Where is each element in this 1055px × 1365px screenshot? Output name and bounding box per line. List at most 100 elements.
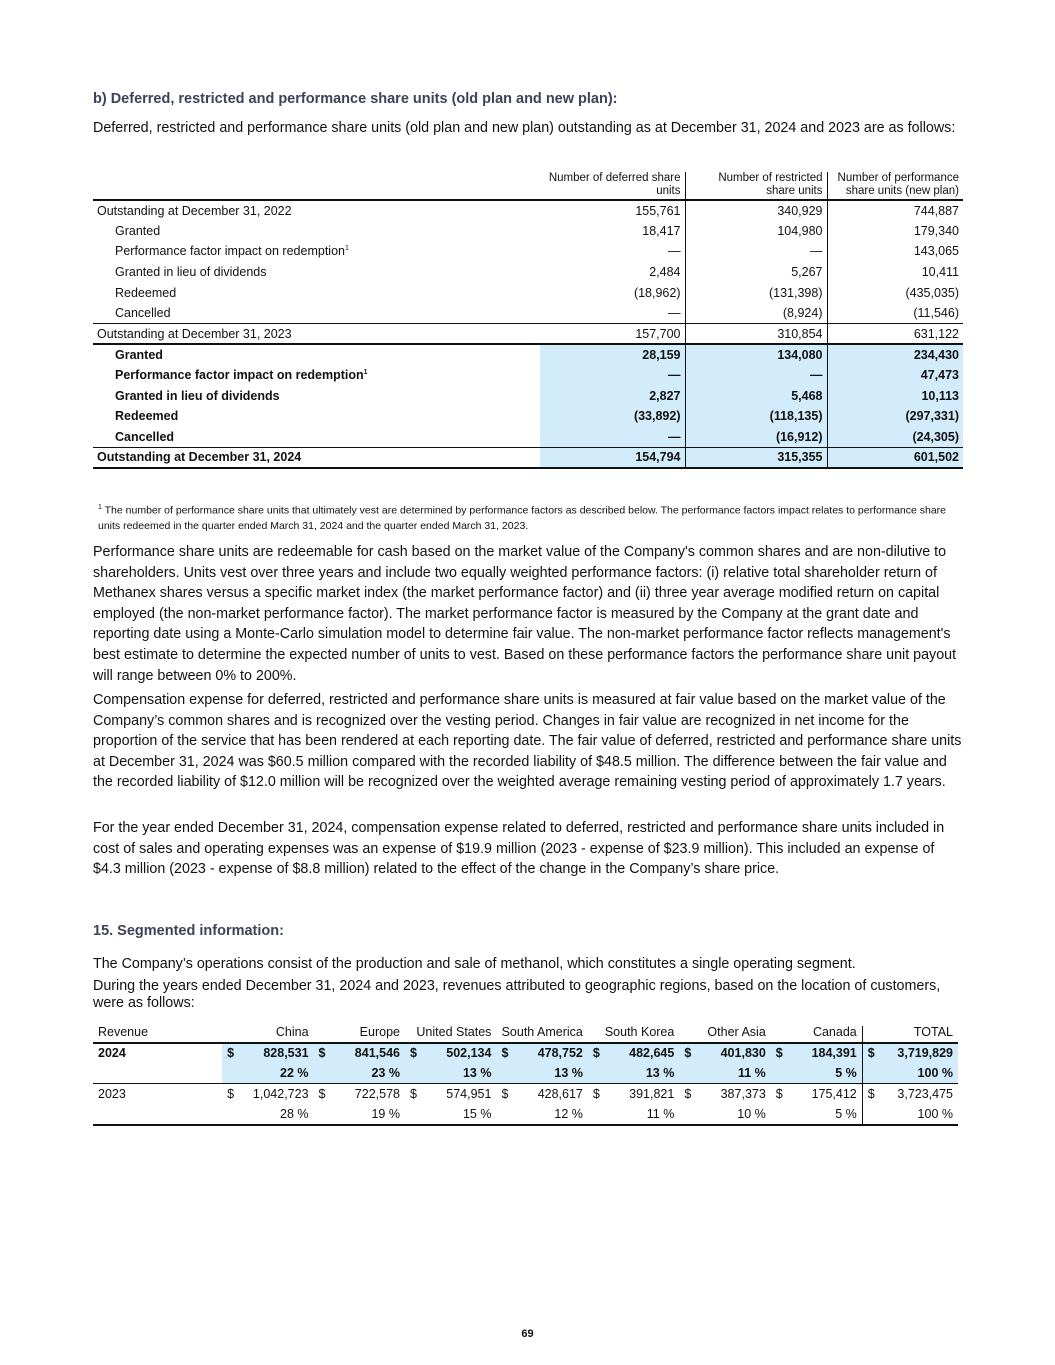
col-restricted: Number of restricted share units bbox=[684, 172, 827, 201]
cell-value: — bbox=[684, 241, 827, 262]
cell-percent: 10 % bbox=[737, 1106, 766, 1121]
row-label: Redeemed bbox=[93, 282, 540, 303]
currency-symbol: $ bbox=[496, 1042, 515, 1063]
currency-symbol: $ bbox=[227, 1087, 235, 1101]
cell-percent: 5 % bbox=[770, 1063, 863, 1084]
row-label-text: Granted in lieu of dividends bbox=[115, 388, 280, 403]
spacer bbox=[93, 1063, 222, 1084]
row-label-text: Performance factor impact on redemption bbox=[115, 368, 364, 383]
cell-value: 175,412 bbox=[811, 1087, 857, 1101]
row-label: Cancelled bbox=[93, 427, 540, 448]
row-label: Granted bbox=[93, 221, 540, 242]
row-label: Granted in lieu of dividends bbox=[93, 262, 540, 283]
cell-value: 340,929 bbox=[684, 200, 827, 221]
row-label: Granted in lieu of dividends bbox=[93, 385, 540, 406]
footnote-ref: 1 bbox=[363, 368, 368, 376]
cell-value: (297,331) bbox=[826, 405, 963, 427]
paragraph: Compensation expense for deferred, restr… bbox=[93, 692, 962, 791]
table-row: 2023 $1,042,723 $722,578 $574,951 $428,617 $3… bbox=[93, 1083, 958, 1104]
row-label: Outstanding at December 31, 2024 bbox=[93, 447, 540, 468]
row-label: Redeemed bbox=[93, 406, 540, 427]
cell-value: (18,962) bbox=[633, 285, 681, 300]
col-header: South America bbox=[496, 1025, 588, 1044]
cell-percent: 100 % bbox=[861, 1063, 958, 1084]
col-header: Europe bbox=[313, 1025, 405, 1044]
currency-symbol: $ bbox=[861, 1083, 881, 1104]
cell-value: 3,723,475 bbox=[897, 1087, 953, 1101]
cell-percent: 22 % bbox=[222, 1063, 314, 1084]
cell-value: 310,854 bbox=[684, 323, 827, 345]
cell-value: — bbox=[684, 364, 827, 386]
cell-value: 428,617 bbox=[537, 1087, 583, 1101]
page-number: 69 bbox=[521, 1328, 534, 1340]
cell-value: 315,355 bbox=[684, 447, 827, 468]
row-label-text: Redeemed bbox=[115, 285, 177, 300]
row-label-text: Cancelled bbox=[115, 429, 175, 444]
cell-value: 574,951 bbox=[446, 1087, 492, 1101]
currency-symbol: $ bbox=[404, 1042, 424, 1063]
cell-percent: 13 % bbox=[404, 1063, 497, 1084]
col-header: Canada bbox=[770, 1025, 863, 1044]
share-units-table: Number of deferred share units Number of… bbox=[93, 172, 963, 469]
currency-symbol: $ bbox=[684, 1087, 692, 1101]
cell-percent: 11 % bbox=[679, 1063, 771, 1084]
cell-percent: 13 % bbox=[496, 1063, 588, 1084]
cell-value: 154,794 bbox=[540, 447, 685, 468]
table-row: Granted in lieu of dividends 2,827 5,468 10… bbox=[93, 385, 963, 406]
cell-value: 744,887 bbox=[826, 200, 963, 221]
footnote-ref: 1 bbox=[344, 245, 349, 253]
section-15-heading: 15. Segmented information: bbox=[93, 923, 284, 939]
cell-value: 3,719,829 bbox=[880, 1042, 958, 1063]
col-performance: Number of performance share units (new p… bbox=[826, 172, 963, 201]
row-label: Outstanding at December 31, 2023 bbox=[93, 324, 540, 345]
cell-value: — bbox=[668, 306, 681, 321]
cell-value: 828,531 bbox=[240, 1042, 314, 1063]
table-row: Redeemed (33,892) (118,135) (297,331) bbox=[93, 405, 963, 427]
col-header: TOTAL bbox=[861, 1025, 958, 1044]
cell-value: 631,122 bbox=[826, 323, 963, 345]
table-row-percent: 28 % 19 % 15 % 12 % 11 % 10 % 5 % 100 % bbox=[93, 1104, 958, 1125]
year-label: 2023 bbox=[98, 1087, 126, 1101]
row-label: Cancelled bbox=[93, 303, 540, 324]
cell-percent: 5 % bbox=[835, 1106, 857, 1121]
cell-value: 18,417 bbox=[642, 223, 681, 238]
currency-symbol: $ bbox=[679, 1042, 698, 1063]
table-row: Outstanding at December 31, 2022 155,761 3… bbox=[93, 200, 963, 221]
cell-value: 155,761 bbox=[635, 203, 681, 218]
table-row-percent: 22 % 23 % 13 % 13 % 13 % 11 % 5 % 100 % bbox=[93, 1063, 958, 1084]
cell-value: 143,065 bbox=[826, 241, 963, 262]
paragraph: For the year ended December 31, 2024, co… bbox=[93, 820, 945, 878]
cell-value: (24,305) bbox=[826, 426, 963, 448]
currency-symbol: $ bbox=[318, 1087, 326, 1101]
table-row: Cancelled — (8,924) (11,546) bbox=[93, 302, 963, 324]
table-row: Redeemed (18,962) (131,398) (435,035) bbox=[93, 282, 963, 303]
row-label-text: Cancelled bbox=[115, 306, 171, 321]
row-label-text: Granted bbox=[115, 347, 163, 362]
footnote-mark: 1 bbox=[98, 504, 102, 511]
currency-symbol: $ bbox=[313, 1042, 332, 1063]
cell-percent: 100 % bbox=[861, 1104, 958, 1125]
footnote: 1 The number of performance share units … bbox=[98, 500, 958, 534]
cell-value: — bbox=[540, 364, 685, 386]
table-row: Granted 28,159 134,080 234,430 bbox=[93, 344, 963, 365]
revenue-table: Revenue China Europe United States South Ame… bbox=[93, 1025, 958, 1126]
cell-percent: 15 % bbox=[462, 1106, 492, 1121]
row-label-text: Outstanding at December 31, 2023 bbox=[97, 326, 292, 341]
col-header: China bbox=[222, 1025, 314, 1044]
currency-symbol: $ bbox=[775, 1087, 783, 1101]
cell-value: (11,546) bbox=[826, 302, 963, 324]
row-label-text: Granted bbox=[115, 223, 161, 238]
cell-value: 134,080 bbox=[684, 344, 827, 365]
currency-symbol: $ bbox=[861, 1042, 881, 1063]
cell-value: 391,821 bbox=[629, 1087, 675, 1101]
currency-symbol: $ bbox=[770, 1042, 790, 1063]
cell-percent: 11 % bbox=[646, 1106, 675, 1121]
table-row: Performance factor impact on redemption1… bbox=[93, 241, 963, 262]
col-header: Other Asia bbox=[679, 1025, 771, 1044]
cell-value: 841,546 bbox=[331, 1042, 405, 1063]
cell-value: 601,502 bbox=[826, 447, 963, 468]
currency-symbol: $ bbox=[222, 1042, 241, 1063]
table-row: Granted in lieu of dividends 2,484 5,267 10… bbox=[93, 261, 963, 283]
cell-value: 722,578 bbox=[354, 1087, 400, 1101]
footnote-text: The number of performance share units th… bbox=[98, 504, 947, 532]
